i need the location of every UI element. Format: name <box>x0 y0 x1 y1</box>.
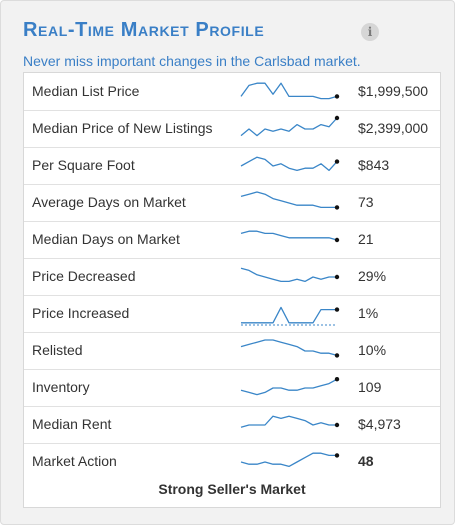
metric-label: Median Rent <box>32 416 112 432</box>
sparkline-current-point <box>334 115 340 121</box>
sparkline-line <box>240 230 338 241</box>
market-verdict: Strong Seller's Market <box>158 481 306 497</box>
metric-row: Price Decreased 29% <box>24 258 440 296</box>
trend-sparkline <box>240 156 340 172</box>
sparkline-line <box>241 306 337 324</box>
metric-label: Median Days on Market <box>32 231 180 247</box>
metric-row: Median Days on Market 21 <box>24 221 440 259</box>
metric-row: Market Action 48 <box>24 443 440 480</box>
sparkline-line <box>240 378 338 396</box>
sparkline-line <box>240 82 338 100</box>
trend-sparkline <box>240 82 340 100</box>
metric-value: 10% <box>358 342 387 358</box>
sparkline-line <box>240 339 338 357</box>
sparkline-current-point <box>334 307 340 312</box>
trend-sparkline <box>240 415 340 428</box>
metric-label: Price Increased <box>32 305 130 321</box>
metric-value: $1,999,500 <box>358 83 429 99</box>
metric-value: 109 <box>358 379 382 395</box>
sparkline-current-point <box>334 353 340 358</box>
trend-sparkline <box>240 267 340 283</box>
metric-label: Median List Price <box>32 83 140 99</box>
metric-row: Average Days on Market 73 <box>24 184 440 222</box>
metric-value: 29% <box>358 268 387 284</box>
trend-sparkline <box>241 306 340 326</box>
metric-label: Market Action <box>32 453 117 469</box>
metric-value: 1% <box>358 305 379 321</box>
sparkline-line <box>240 117 338 137</box>
sparkline-current-point <box>334 274 340 280</box>
metric-row: Per Square Foot $843 <box>24 147 440 185</box>
metric-row: Inventory 109 <box>24 369 440 407</box>
metric-value: $2,399,000 <box>358 120 429 136</box>
sparkline-line <box>240 191 337 209</box>
metric-label: Median Price of New Listings <box>32 120 213 136</box>
widget-subtitle: Never miss important changes in the Carl… <box>23 53 361 69</box>
metric-label: Inventory <box>32 379 90 395</box>
metric-value: $843 <box>358 157 390 173</box>
trend-sparkline <box>240 115 340 137</box>
metric-value: 21 <box>358 231 374 247</box>
sparkline-current-point <box>334 94 340 99</box>
metric-value: 73 <box>358 194 374 210</box>
sparkline-line <box>240 267 337 283</box>
sparkline-current-point <box>334 205 340 210</box>
metric-label: Average Days on Market <box>32 194 186 210</box>
info-icon[interactable]: i <box>361 23 379 41</box>
sparkline-current-point <box>334 453 340 458</box>
market-profile-table: Median List Price $1,999,500 Median Price … <box>23 72 441 508</box>
metric-row: Relisted 10% <box>24 332 440 370</box>
metric-value: $4,973 <box>358 416 401 432</box>
trend-sparkline <box>240 339 340 358</box>
metric-label: Relisted <box>32 342 83 358</box>
sparkline-line <box>240 156 338 172</box>
sparkline-current-point <box>334 237 340 243</box>
trend-sparkline <box>240 452 340 468</box>
metric-row: Median List Price $1,999,500 <box>24 73 440 111</box>
sparkline-line <box>240 452 337 468</box>
metric-value: 48 <box>358 453 374 469</box>
sparkline-current-point <box>334 377 340 382</box>
trend-sparkline <box>240 230 340 243</box>
widget-title: Real-Time Market Profile <box>23 19 265 41</box>
metric-row: Median Rent $4,973 <box>24 406 440 444</box>
trend-sparkline <box>240 191 340 210</box>
metric-row: Price Increased 1% <box>24 295 440 333</box>
metric-label: Price Decreased <box>32 268 136 284</box>
metric-row: Median Price of New Listings $2,399,000 <box>24 110 440 148</box>
metric-label: Per Square Foot <box>32 157 135 173</box>
trend-sparkline <box>240 377 340 396</box>
sparkline-current-point <box>334 159 340 164</box>
sparkline-line <box>240 415 337 428</box>
sparkline-current-point <box>334 422 340 428</box>
